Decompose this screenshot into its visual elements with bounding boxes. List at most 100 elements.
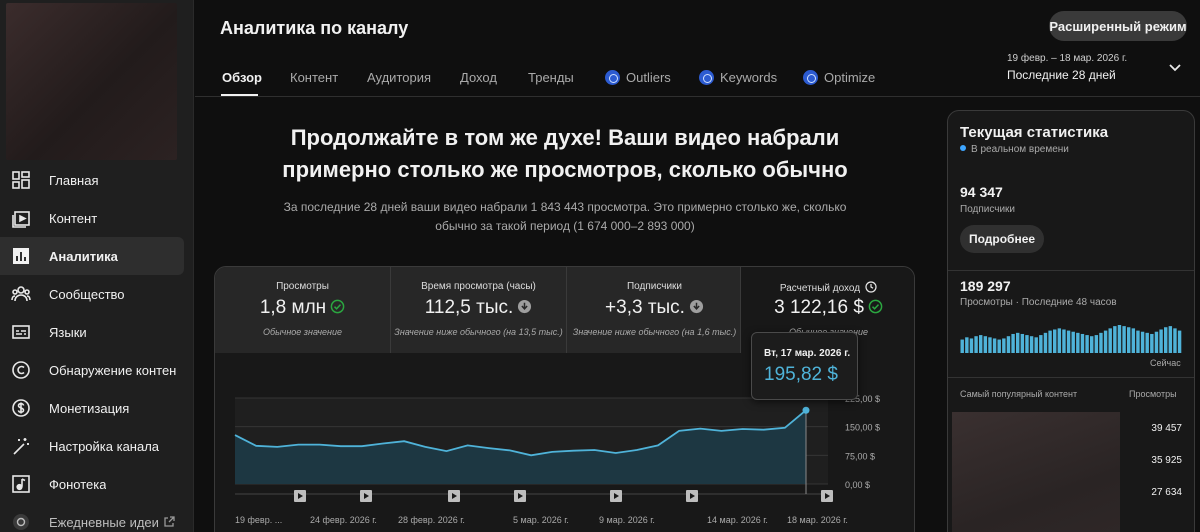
realtime-bar: [1002, 338, 1006, 353]
video-marker-icon[interactable]: [821, 490, 833, 502]
sidebar-item-customization[interactable]: Настройка канала: [0, 427, 184, 465]
metric-divider: [740, 267, 741, 353]
panel-divider: [948, 270, 1194, 271]
sidebar-item-content[interactable]: Контент: [0, 199, 184, 237]
tab-trends[interactable]: Тренды: [528, 70, 574, 85]
sidebar-item-languages[interactable]: Языки: [0, 313, 184, 351]
video-marker-icon[interactable]: [686, 490, 698, 502]
realtime-bar: [1150, 333, 1154, 353]
x-tick-label: 14 мар. 2026 г.: [707, 515, 768, 525]
tooltip-date: Вт, 17 мар. 2026 г.: [764, 348, 851, 359]
realtime-bar: [1057, 328, 1062, 353]
revenue-chart[interactable]: 19 февр. ... 24 февр. 2026 г. 28 февр. 202…: [215, 353, 915, 532]
realtime-bar: [1108, 328, 1112, 353]
realtime-views-count: 189 297: [960, 278, 1011, 294]
realtime-bar: [1043, 332, 1048, 353]
realtime-views-label: Просмотры · Последние 48 часов: [960, 297, 1117, 308]
sidebar-item-label: Ежедневные идеи: [49, 514, 159, 530]
realtime-bar: [1168, 326, 1173, 353]
tab-keywords[interactable]: Keywords: [699, 70, 777, 85]
sidebar-item-label: Фонотека: [49, 476, 107, 492]
metric-note: Значение ниже обычного (на 1,6 тыс.): [572, 327, 737, 337]
tab-content[interactable]: Контент: [290, 70, 339, 85]
realtime-bar: [1076, 332, 1080, 353]
realtime-bar: [1066, 330, 1071, 353]
more-details-button[interactable]: Подробнее: [960, 225, 1044, 253]
realtime-bar: [1020, 333, 1025, 353]
sidebar-item-label: Языки: [49, 324, 87, 340]
metric-title: Просмотры: [276, 281, 329, 292]
sidebar-item-audio-library[interactable]: Фонотека: [0, 465, 184, 503]
sidebar: Главная Контент Аналитика Сообщество Язы…: [0, 0, 194, 532]
metric-watch-time[interactable]: Время просмотра (часы) 112,5 тыс. Значен…: [391, 267, 566, 353]
realtime-bar: [974, 336, 978, 353]
metric-value: +3,3 тыс.: [605, 297, 685, 318]
active-tab-indicator: [221, 94, 258, 96]
sidebar-item-daily-ideas[interactable]: Ежедневные идеи: [0, 503, 184, 532]
tab-optimize[interactable]: Optimize: [803, 70, 875, 85]
sidebar-item-monetization[interactable]: Монетизация: [0, 389, 184, 427]
top-views-label: Просмотры: [1129, 389, 1177, 399]
audio-library-icon: [11, 474, 31, 494]
copyright-icon: [11, 360, 31, 380]
vidiq-badge-icon: [803, 70, 818, 85]
top-content-views: 35 925: [1151, 455, 1182, 466]
tab-audience[interactable]: Аудитория: [367, 70, 432, 85]
tab-overview[interactable]: Обзор: [222, 70, 262, 85]
dashboard-icon: [11, 170, 31, 190]
realtime-bar: [1090, 336, 1094, 353]
realtime-bar: [960, 339, 964, 353]
realtime-bar: [1131, 328, 1136, 353]
realtime-bar: [1029, 336, 1034, 353]
date-period-label[interactable]: Последние 28 дней: [1007, 68, 1116, 82]
realtime-live-label: В реальном времени: [960, 144, 1069, 155]
channel-avatar[interactable]: [6, 3, 177, 160]
sidebar-item-label: Сообщество: [49, 286, 125, 302]
video-marker-icon[interactable]: [514, 490, 526, 502]
sidebar-item-community[interactable]: Сообщество: [0, 275, 184, 313]
realtime-bar: [1094, 335, 1099, 353]
realtime-bar: [1080, 333, 1085, 353]
external-link-icon: [163, 515, 175, 527]
realtime-bar-chart[interactable]: [960, 323, 1182, 353]
tab-outliers[interactable]: Outliers: [605, 70, 671, 85]
video-marker-icon[interactable]: [610, 490, 622, 502]
sidebar-item-label: Контент: [49, 210, 98, 226]
realtime-bar: [1099, 332, 1103, 353]
sidebar-item-label: Настройка канала: [49, 438, 160, 454]
realtime-bar: [1025, 335, 1029, 353]
advanced-mode-button[interactable]: Расширенный режим: [1049, 11, 1187, 41]
tab-revenue[interactable]: Доход: [460, 70, 497, 85]
community-icon: [11, 284, 31, 304]
metric-value: 112,5 тыс.: [424, 297, 514, 318]
realtime-bar: [1053, 329, 1057, 353]
metric-title: Подписчики: [626, 281, 682, 292]
chart-series-line: [234, 409, 807, 457]
top-content-label: Самый популярный контент: [960, 389, 1078, 399]
metric-divider: [566, 267, 567, 353]
vidiq-badge-icon: [605, 70, 620, 85]
video-marker-icon[interactable]: [360, 490, 372, 502]
top-content-thumbnails[interactable]: [952, 412, 1120, 532]
sidebar-item-home[interactable]: Главная: [0, 161, 184, 199]
chevron-down-icon[interactable]: [1168, 60, 1182, 74]
date-range-text[interactable]: 19 февр. – 18 мар. 2026 г.: [1007, 53, 1128, 64]
top-content-views: 39 457: [1151, 423, 1182, 434]
realtime-bar: [1071, 331, 1075, 353]
tooltip-value: 195,82 $: [764, 364, 838, 385]
metric-views[interactable]: Просмотры 1,8 млн Обычное значение: [215, 267, 390, 353]
video-marker-icon[interactable]: [294, 490, 306, 502]
x-tick-label: 9 мар. 2026 г.: [599, 515, 655, 525]
realtime-bar: [1085, 335, 1089, 353]
sidebar-item-content-detection[interactable]: Обнаружение контен...: [0, 351, 184, 389]
video-marker-icon[interactable]: [448, 490, 460, 502]
hover-point[interactable]: [802, 406, 810, 414]
realtime-bar: [997, 339, 1001, 353]
realtime-bar: [1173, 328, 1177, 353]
realtime-title: Текущая статистика: [960, 124, 1109, 141]
arrow-down-circle-icon: [518, 299, 532, 314]
sidebar-item-analytics[interactable]: Аналитика: [0, 237, 184, 275]
summary-headline: Продолжайте в том же духе! Ваши видео на…: [282, 125, 848, 182]
metric-subscribers[interactable]: Подписчики +3,3 тыс. Значение ниже обычн…: [567, 267, 742, 353]
